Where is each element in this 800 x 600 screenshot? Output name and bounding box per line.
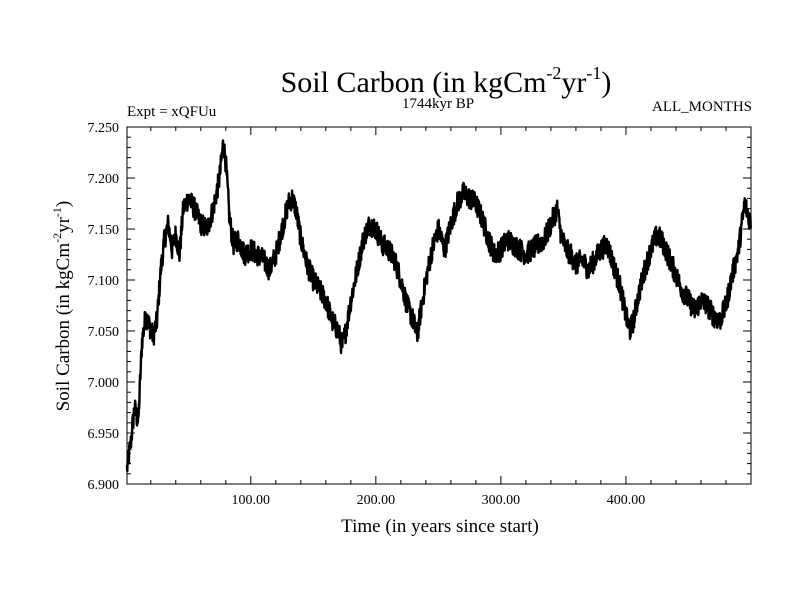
y-tick-label: 6.950	[88, 427, 120, 442]
subtitle-experiment: Expt = xQFUu	[127, 104, 217, 120]
subtitle-months: ALL_MONTHS	[652, 99, 752, 115]
series-line-soil-carbon	[125, 139, 753, 473]
y-tick-label: 7.000	[88, 376, 120, 391]
x-tick-label: 400.00	[607, 493, 646, 508]
subtitle-period: 1744kyr BP	[402, 96, 474, 112]
y-axis-label-sup2: -1	[50, 207, 64, 217]
x-tick-label: 200.00	[357, 493, 396, 508]
y-tick-label: 7.100	[88, 274, 120, 289]
y-axis-label-mid: yr	[53, 216, 74, 233]
x-tick-label: 300.00	[482, 493, 521, 508]
y-tick-label: 7.150	[88, 223, 120, 238]
y-axis-label-sup1: -2	[50, 233, 64, 243]
x-tick-label: 100.00	[232, 493, 271, 508]
y-tick-label: 7.200	[88, 172, 120, 187]
y-axis-label: Soil Carbon (in kgCm-2yr-1)	[50, 201, 74, 412]
y-axis-label-base: Soil Carbon (in kgCm	[53, 243, 74, 412]
x-axis: 100.00 200.00 300.00 400.00	[150, 127, 727, 508]
chart-title-base: Soil Carbon (in kgCm	[281, 66, 547, 99]
chart-title-sup1: -2	[546, 63, 561, 83]
y-tick-label: 7.050	[88, 325, 120, 340]
chart-title-end: )	[601, 66, 611, 99]
x-axis-label: Time (in years since start)	[341, 516, 539, 537]
chart-title-mid: yr	[561, 66, 586, 99]
chart-title-sup2: -1	[586, 63, 601, 83]
y-tick-label: 7.250	[88, 121, 120, 136]
chart-title: Soil Carbon (in kgCm-2yr-1)	[281, 63, 612, 99]
y-axis: 6.900 6.950 7.000 7.050 7.100 7.150 7.200 7.250	[88, 121, 751, 493]
y-tick-label: 6.900	[88, 478, 120, 493]
y-axis-label-end: )	[53, 201, 74, 207]
plot-frame	[126, 126, 752, 485]
